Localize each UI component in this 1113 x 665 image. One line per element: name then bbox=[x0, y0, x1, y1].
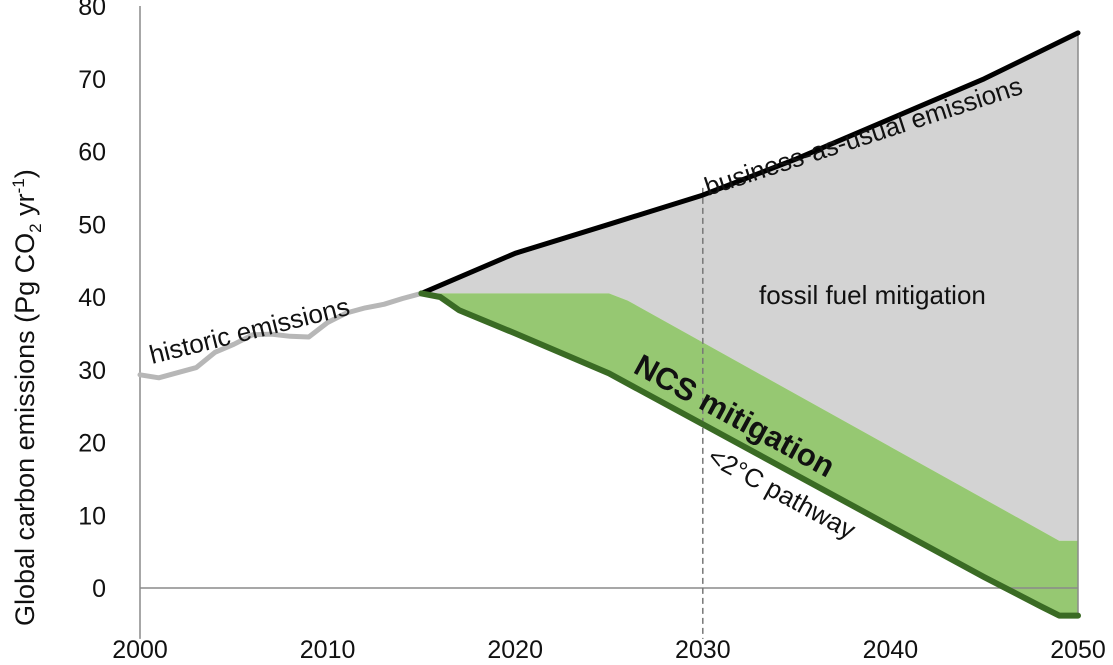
x-tick-label: 2050 bbox=[1050, 636, 1106, 664]
y-tick-label: 30 bbox=[78, 357, 106, 385]
y-tick-label: 40 bbox=[78, 284, 106, 312]
y-tick-label: 10 bbox=[78, 502, 106, 530]
y-axis-title-mid: yr bbox=[10, 193, 40, 223]
x-tick-label: 2040 bbox=[863, 636, 919, 664]
fossil-fuel-mitigation-label: fossil fuel mitigation bbox=[759, 280, 986, 310]
y-tick-label: 60 bbox=[78, 139, 106, 167]
fossil-fuel-mitigation-area bbox=[421, 32, 1078, 541]
y-axis-title-sup: -1 bbox=[9, 178, 28, 193]
y-tick-label: 70 bbox=[78, 66, 106, 94]
ncs-mitigation-area bbox=[421, 293, 1078, 616]
y-tick-label: 80 bbox=[78, 0, 106, 21]
x-tick-label: 2030 bbox=[675, 636, 731, 664]
historic-emissions-line bbox=[137, 290, 424, 381]
y-tick-labels: 0 10 20 30 40 50 60 70 80 bbox=[78, 0, 106, 603]
y-axis-title: Global carbon emissions (Pg CO2 yr-1) bbox=[9, 169, 45, 626]
x-tick-labels: 2000 2010 2020 2030 2040 2050 bbox=[112, 636, 1106, 664]
y-axis-title-end: ) bbox=[10, 169, 40, 178]
y-axis-title-sub: 2 bbox=[26, 223, 45, 232]
y-tick-label: 50 bbox=[78, 211, 106, 239]
business-as-usual-line bbox=[418, 30, 1081, 296]
two-degree-pathway-line bbox=[418, 290, 1081, 619]
y-tick-label: 20 bbox=[78, 430, 106, 458]
y-tick-label: 0 bbox=[92, 575, 106, 603]
historic-emissions-label: historic emissions bbox=[146, 291, 352, 370]
x-tick-label: 2000 bbox=[112, 636, 168, 664]
y-axis-title-main: Global carbon emissions (Pg CO bbox=[10, 233, 40, 626]
x-tick-label: 2010 bbox=[300, 636, 356, 664]
x-tick-label: 2020 bbox=[487, 636, 543, 664]
